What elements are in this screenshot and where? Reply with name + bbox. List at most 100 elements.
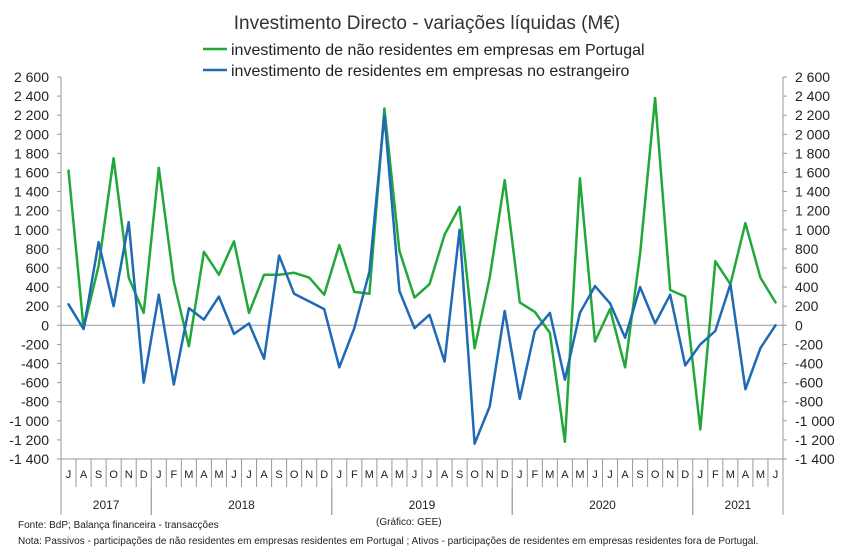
month-label: N [125,469,133,481]
y-tick-label: -800 [21,394,49,410]
y-tick-label-right: 1 400 [795,184,830,200]
y-tick-label: 400 [26,279,50,295]
month-label: J [698,469,704,481]
y-tick-label: -1 400 [9,451,49,467]
y-tick-label-right: -200 [795,336,823,352]
month-label: J [773,469,779,481]
y-tick-label: 2 400 [14,88,49,104]
month-label: J [66,469,72,481]
month-label: A [621,469,629,481]
month-label: D [140,469,148,481]
month-label: D [681,469,689,481]
year-label: 2018 [228,498,255,512]
month-label: O [290,469,299,481]
y-tick-label-right: 1 800 [795,145,830,161]
month-label: J [156,469,162,481]
legend-label-residents: investimento de residentes em empresas n… [231,63,630,80]
y-tick-label: 2 200 [14,107,49,123]
month-label: M [575,469,584,481]
month-label: N [305,469,313,481]
axes: -1 400 -1 400 -1 200 -1 200 -1 000 -1 000 -800… [9,69,835,515]
source-note: Fonte: BdP; Balança financeira - transac… [18,520,219,531]
month-label: A [441,469,449,481]
month-label: M [365,469,374,481]
series-line-residents [67,113,777,445]
month-label: S [95,469,102,481]
y-tick-label: -1 000 [9,413,49,429]
y-tick-label-right: -1 200 [795,432,835,448]
y-tick-label-right: 2 600 [795,69,830,85]
month-label: A [260,469,268,481]
series-lines [67,96,777,445]
y-tick-label-right: 1 000 [795,222,830,238]
y-tick-label: -1 200 [9,432,49,448]
y-tick-label-right: 600 [795,260,819,276]
month-label: M [545,469,554,481]
year-label: 2019 [409,498,436,512]
y-tick-label-right: -1 000 [795,413,835,429]
y-tick-label-right: 200 [795,298,819,314]
month-label: S [275,469,282,481]
chart-title: Investimento Directo - variações líquida… [234,13,620,34]
y-tick-label-right: 800 [795,241,819,257]
y-tick-label: 1 400 [14,184,49,200]
y-tick-label: 600 [26,260,50,276]
month-label: J [412,469,418,481]
y-tick-label: 0 [41,317,49,333]
y-tick-label: 1 000 [14,222,49,238]
month-label: O [109,469,118,481]
month-label: N [486,469,494,481]
month-label: F [531,469,538,481]
y-tick-label-right: -600 [795,375,823,391]
month-label: N [666,469,674,481]
month-label: D [320,469,328,481]
y-tick-label-right: 1 200 [795,203,830,219]
y-tick-label: -400 [21,356,49,372]
month-label: M [726,469,735,481]
year-label: 2021 [725,498,752,512]
y-tick-label-right: 1 600 [795,165,830,181]
month-label: F [351,469,358,481]
month-label: M [756,469,765,481]
y-tick-label: 800 [26,241,50,257]
y-tick-label: -600 [21,375,49,391]
month-label: J [231,469,237,481]
y-tick-label: 1 200 [14,203,49,219]
y-tick-label-right: 2 200 [795,107,830,123]
month-label: A [80,469,88,481]
month-label: A [561,469,569,481]
month-label: J [517,469,523,481]
month-label: M [214,469,223,481]
series-line-non-residents [67,96,777,444]
month-label: F [712,469,719,481]
month-label: J [337,469,343,481]
y-tick-label: 200 [26,298,50,314]
legend: investimento de não residentes em empres… [203,42,645,80]
year-label: 2017 [93,498,120,512]
y-tick-label-right: -1 400 [795,451,835,467]
chart-credit: (Gráfico: GEE) [376,517,442,528]
y-tick-label-right: 400 [795,279,819,295]
month-label: F [170,469,177,481]
month-label: D [501,469,509,481]
month-label: S [456,469,463,481]
month-label: A [381,469,389,481]
month-label: J [592,469,598,481]
legend-label-non-residents: investimento de não residentes em empres… [231,42,645,59]
month-label: J [427,469,433,481]
footnotes: Fonte: BdP; Balança financeira - transac… [18,517,758,547]
month-label: O [651,469,660,481]
y-tick-label-right: -800 [795,394,823,410]
y-tick-label-right: 2 000 [795,126,830,142]
month-label: A [742,469,750,481]
y-tick-label: 2 600 [14,69,49,85]
y-tick-label-right: -400 [795,356,823,372]
month-label: S [636,469,643,481]
month-label: A [200,469,208,481]
month-label: M [395,469,404,481]
y-tick-label: 1 600 [14,165,49,181]
month-label: J [246,469,252,481]
y-tick-label: 1 800 [14,145,49,161]
month-label: O [470,469,479,481]
